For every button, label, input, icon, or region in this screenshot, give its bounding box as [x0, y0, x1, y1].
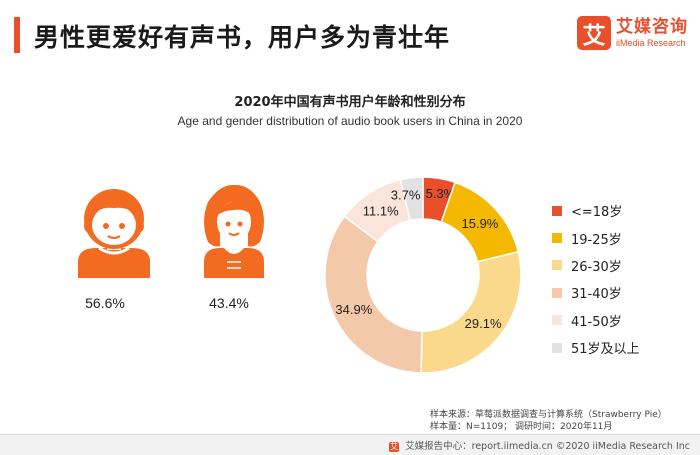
legend-item-5: 51岁及以上: [552, 334, 640, 361]
male-person-icon: [78, 189, 150, 278]
legend-label-3: 31-40岁: [571, 287, 622, 303]
page-title: 男性更爱好有声书，用户多为青壮年: [34, 23, 451, 52]
age-donut-chart: 5.3% 15.9% 29.1% 34.9% 11.1%3.7%: [324, 176, 522, 374]
legend-label-5: 51岁及以上: [571, 342, 640, 358]
legend-swatch-2: [552, 260, 562, 271]
female-person-icon: [204, 184, 264, 278]
chart-subtitle: Age and gender distribution of audio boo…: [177, 114, 523, 128]
legend-item-0: <=18岁: [552, 197, 640, 224]
donut-label-1: 15.9%: [462, 216, 499, 231]
source-line-2: 样本量：N=1109； 调研时间：2020年11月: [430, 422, 613, 432]
legend-swatch-0: [552, 205, 562, 216]
legend-item-4: 41-50岁: [552, 307, 640, 334]
footer-text-wrap: 艾 艾媒报告中心：report.iimedia.cn ©2020 iiMedia…: [389, 438, 690, 452]
source-note: 样本来源：草莓派数据调查与计算系统（Strawberry Pie） 样本量：N=…: [430, 409, 667, 433]
legend-swatch-1: [552, 233, 562, 244]
donut-slice-3: [324, 215, 423, 374]
donut-label-3: 34.9%: [335, 302, 372, 317]
legend-item-3: 31-40岁: [552, 279, 640, 306]
legend-item-2: 26-30岁: [552, 252, 640, 279]
donut-label-4: 11.1%: [363, 204, 399, 219]
legend-label-1: 19-25岁: [571, 232, 622, 248]
logo-name-en: iiMedia Research: [616, 38, 686, 48]
title-accent-bar: [14, 17, 20, 53]
legend-item-1: 19-25岁: [552, 224, 640, 251]
logo-mark: 艾: [577, 16, 611, 50]
donut-slice-2: [420, 250, 522, 374]
legend-swatch-5: [552, 342, 562, 353]
footer-bar: 艾 艾媒报告中心：report.iimedia.cn ©2020 iiMedia…: [0, 434, 700, 455]
chart-title: 2020年中国有声书用户年龄和性别分布: [234, 95, 466, 110]
source-line-1: 样本来源：草莓派数据调查与计算系统（Strawberry Pie）: [430, 410, 667, 420]
brand-logo: 艾 艾媒咨询 iiMedia Research: [577, 16, 688, 50]
legend-label-0: <=18岁: [571, 205, 623, 221]
legend-swatch-3: [552, 287, 562, 298]
legend-label-4: 41-50岁: [571, 314, 622, 330]
legend-label-2: 26-30岁: [571, 259, 622, 275]
footer-logo-mark: 艾: [389, 441, 400, 452]
chart-legend: <=18岁 19-25岁 26-30岁 31-40岁 41-50岁 51岁及以上: [552, 197, 640, 361]
donut-label-0: 5.3%: [426, 186, 456, 201]
logo-name-cn: 艾媒咨询: [616, 17, 688, 37]
male-percent: 56.6%: [85, 295, 125, 311]
female-percent: 43.4%: [209, 295, 249, 311]
footer-text: 艾媒报告中心：report.iimedia.cn ©2020 iiMedia R…: [405, 441, 690, 452]
donut-label-5: 3.7%: [391, 188, 421, 203]
donut-slice-5: [399, 176, 424, 222]
donut-label-2: 29.1%: [465, 316, 502, 331]
legend-swatch-4: [552, 315, 562, 326]
